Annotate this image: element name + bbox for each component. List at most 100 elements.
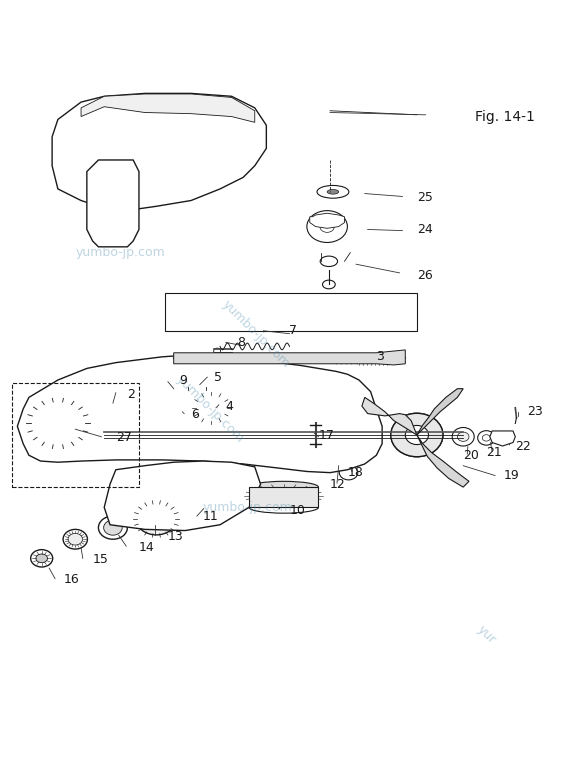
Ellipse shape [136, 503, 177, 535]
Ellipse shape [200, 511, 205, 515]
Ellipse shape [188, 383, 206, 394]
Polygon shape [104, 461, 261, 530]
Ellipse shape [317, 185, 349, 198]
Ellipse shape [206, 493, 211, 497]
Ellipse shape [212, 511, 217, 515]
Text: 16: 16 [64, 573, 79, 586]
Ellipse shape [171, 408, 185, 419]
Text: 27: 27 [116, 432, 131, 445]
Polygon shape [417, 388, 463, 435]
Polygon shape [17, 354, 382, 473]
Bar [165, 293, 417, 331]
Ellipse shape [391, 413, 443, 457]
Ellipse shape [191, 491, 226, 518]
Ellipse shape [482, 435, 490, 441]
Text: 25: 25 [417, 191, 433, 204]
Ellipse shape [200, 382, 207, 387]
Text: 4: 4 [226, 400, 234, 413]
Ellipse shape [339, 465, 358, 480]
Ellipse shape [216, 508, 221, 511]
Text: 7: 7 [290, 325, 298, 337]
Text: 5: 5 [214, 371, 222, 384]
Ellipse shape [307, 211, 347, 242]
Text: 11: 11 [203, 509, 218, 523]
Ellipse shape [452, 427, 474, 446]
Ellipse shape [478, 431, 495, 445]
Ellipse shape [327, 189, 339, 194]
Polygon shape [87, 160, 139, 247]
Ellipse shape [306, 430, 325, 446]
Text: 26: 26 [417, 269, 433, 282]
Polygon shape [81, 94, 255, 122]
Text: 9: 9 [179, 373, 188, 387]
Polygon shape [52, 93, 266, 212]
Text: yumbo-jp.com: yumbo-jp.com [220, 297, 292, 370]
Ellipse shape [72, 410, 78, 414]
Polygon shape [310, 214, 345, 228]
Text: 18: 18 [347, 466, 363, 479]
Ellipse shape [325, 442, 357, 468]
Ellipse shape [157, 388, 173, 401]
Ellipse shape [71, 396, 109, 428]
Ellipse shape [249, 481, 318, 493]
Ellipse shape [98, 516, 127, 540]
Text: 17: 17 [318, 429, 334, 442]
Ellipse shape [31, 402, 86, 445]
Ellipse shape [196, 394, 227, 421]
Ellipse shape [79, 400, 85, 404]
Ellipse shape [94, 420, 100, 424]
Polygon shape [417, 435, 469, 487]
Ellipse shape [214, 348, 221, 354]
Text: 12: 12 [330, 478, 346, 491]
Ellipse shape [497, 432, 508, 441]
Text: 21: 21 [486, 446, 502, 459]
Text: yur: yur [475, 623, 499, 647]
Ellipse shape [332, 448, 351, 463]
Text: Fig. 14-1: Fig. 14-1 [475, 109, 534, 124]
Ellipse shape [68, 534, 82, 545]
Ellipse shape [197, 496, 219, 513]
Text: yumbo-jp.com: yumbo-jp.com [174, 372, 246, 445]
Text: 15: 15 [93, 553, 108, 566]
Ellipse shape [320, 256, 338, 267]
Text: 2: 2 [127, 388, 135, 401]
Text: yumbo-jp.com: yumbo-jp.com [75, 246, 165, 259]
Ellipse shape [457, 432, 469, 442]
Ellipse shape [311, 434, 320, 442]
Text: 24: 24 [417, 223, 433, 236]
Polygon shape [362, 397, 417, 435]
Ellipse shape [320, 220, 335, 233]
Text: 23: 23 [527, 405, 543, 418]
Ellipse shape [36, 554, 47, 562]
Polygon shape [490, 431, 515, 446]
Ellipse shape [216, 498, 221, 502]
Ellipse shape [101, 410, 107, 414]
Ellipse shape [94, 400, 100, 404]
Text: 3: 3 [376, 350, 384, 363]
Ellipse shape [249, 502, 318, 513]
Text: 8: 8 [237, 336, 245, 349]
Ellipse shape [80, 420, 86, 424]
Text: 22: 22 [515, 440, 531, 453]
Ellipse shape [405, 426, 428, 445]
Ellipse shape [104, 520, 122, 535]
Ellipse shape [391, 413, 443, 457]
Ellipse shape [196, 508, 201, 511]
Ellipse shape [218, 503, 222, 506]
Ellipse shape [212, 495, 217, 499]
Ellipse shape [145, 510, 168, 528]
Ellipse shape [203, 401, 220, 415]
Ellipse shape [196, 498, 201, 502]
Ellipse shape [206, 512, 211, 515]
Text: yumbo-jp.com: yumbo-jp.com [203, 501, 292, 514]
Text: 10: 10 [290, 504, 305, 517]
Text: 6: 6 [191, 408, 199, 421]
Ellipse shape [195, 503, 199, 506]
Ellipse shape [31, 549, 53, 567]
Polygon shape [174, 350, 405, 365]
Ellipse shape [39, 409, 76, 438]
Polygon shape [249, 487, 318, 508]
Text: 20: 20 [463, 448, 479, 462]
Ellipse shape [78, 402, 101, 421]
Ellipse shape [405, 426, 428, 445]
